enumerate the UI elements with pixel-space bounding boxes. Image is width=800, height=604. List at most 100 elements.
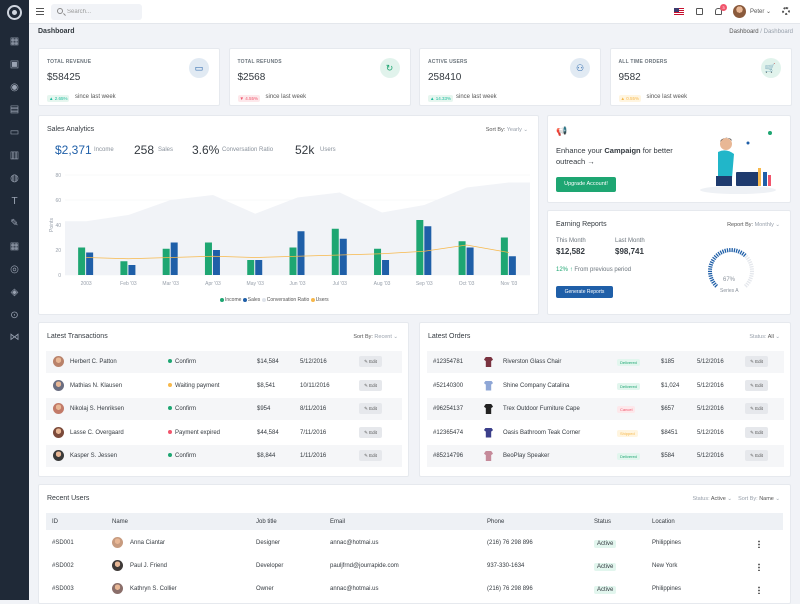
column-header[interactable]: Phone [487,519,504,525]
bar-sales[interactable] [467,248,474,276]
product-name[interactable]: Riverston Glass Chair [503,359,561,365]
status-dropdown[interactable]: Status: Active ⌄ [692,496,731,502]
search-input[interactable] [67,6,137,18]
bar-income[interactable] [374,249,381,275]
stack-icon[interactable]: ◈ [9,287,20,298]
bar-sales[interactable] [255,260,262,275]
order-id[interactable]: #85214796 [433,453,463,459]
layers-icon[interactable]: ▤ [9,104,20,115]
bar-sales[interactable] [509,256,516,275]
status-dropdown[interactable]: Status: All ⌄ [749,334,780,340]
edit-button[interactable]: ✎ Edit [359,403,382,414]
user-name[interactable]: Anna Ciantar [130,540,165,546]
file-icon[interactable]: ▭ [9,127,20,138]
x-tick-label: Sep '03 [416,281,433,287]
globe-icon[interactable]: ◍ [9,173,20,184]
menu-icon[interactable] [36,8,44,15]
apps-icon[interactable]: ▣ [9,59,20,70]
bar-sales[interactable] [382,260,389,275]
fullscreen-icon[interactable] [696,8,703,15]
edit-button[interactable]: ✎ Edit [359,450,382,461]
edit-button[interactable]: ✎ Edit [359,427,382,438]
order-id[interactable]: #96254137 [433,406,463,412]
legend-item-users[interactable]: Users [311,297,329,303]
legend-item-sales[interactable]: Sales [243,297,261,303]
more-options-icon[interactable] [758,563,760,571]
edit-button[interactable]: ✎ Edit [745,380,768,391]
map-pin-icon[interactable]: ⊙ [9,310,20,321]
legend-item-income[interactable]: Income [220,297,241,303]
order-id[interactable]: #12354781 [433,359,463,365]
column-header[interactable]: Name [112,519,128,525]
text-icon[interactable]: T [9,196,20,207]
more-options-icon[interactable] [758,540,760,548]
customer-name[interactable]: Kasper S. Jessen [70,453,117,459]
briefcase-icon[interactable]: ▥ [9,150,20,161]
bar-income[interactable] [120,261,127,275]
bar-income[interactable] [205,243,212,276]
breadcrumb-home[interactable]: Dashboard [729,29,758,35]
more-options-icon[interactable] [758,586,760,594]
email[interactable]: annac@hotmai.us [330,586,378,592]
product-name[interactable]: Trex Outdoor Furniture Cape [503,406,580,412]
generate-reports-button[interactable]: Generate Reports [556,286,613,298]
edit-button[interactable]: ✎ Edit [745,450,768,461]
edit-button[interactable]: ✎ Edit [359,380,382,391]
column-header[interactable]: Job title [256,519,277,525]
bar-income[interactable] [78,248,85,276]
user-icon[interactable]: ◉ [9,82,20,93]
edit-button[interactable]: ✎ Edit [745,356,768,367]
user-menu[interactable]: Peter ⌄ [750,8,771,15]
column-header[interactable]: Location [652,519,675,525]
column-header[interactable]: Email [330,519,345,525]
gear-icon[interactable] [782,7,790,15]
us-flag-icon[interactable] [674,8,684,15]
customer-name[interactable]: Herbert C. Patton [70,359,117,365]
user-name[interactable]: Kathryn S. Collier [130,586,177,592]
customer-name[interactable]: Lasse C. Overgaard [70,430,124,436]
report-dropdown[interactable]: Report By: Monthly ⌄ [727,222,780,228]
bar-income[interactable] [290,248,297,276]
order-id[interactable]: #12365474 [433,430,463,436]
bar-sales[interactable] [128,265,135,275]
grid-icon[interactable]: ▦ [9,36,20,47]
edit-button[interactable]: ✎ Edit [745,403,768,414]
upgrade-account-button[interactable]: Upgrade Account! [556,177,616,192]
stat-since: since last week [456,94,497,100]
product-name[interactable]: Shine Company Catalina [503,383,569,389]
bar-income[interactable] [163,249,170,275]
email[interactable]: annac@hotmai.us [330,540,378,546]
customer-name[interactable]: Nikolaj S. Henriksen [70,406,124,412]
edit-button[interactable]: ✎ Edit [359,356,382,367]
bar-sales[interactable] [171,243,178,276]
bar-income[interactable] [501,238,508,276]
chart-icon[interactable]: ◎ [9,264,20,275]
product-name[interactable]: Oasis Bathroom Teak Corner [503,430,580,436]
sort-dropdown[interactable]: Sort By: Name ⌄ [738,496,780,502]
bar-sales[interactable] [340,239,347,275]
user-avatar[interactable] [733,5,746,18]
earning-reports-card: Earning Reports Report By: Monthly ⌄ Thi… [547,210,791,315]
logo-icon[interactable] [7,5,22,20]
bar-income[interactable] [416,220,423,275]
bar-income[interactable] [247,260,254,275]
edit-button[interactable]: ✎ Edit [745,427,768,438]
share-icon[interactable]: ⋈ [9,332,20,343]
column-header[interactable]: Status [594,519,611,525]
bar-income[interactable] [332,229,339,275]
order-id[interactable]: #52140300 [433,383,463,389]
column-header[interactable]: ID [52,519,58,525]
table-icon[interactable]: ▦ [9,241,20,252]
status-value: Active [711,496,726,502]
user-name[interactable]: Paul J. Friend [130,563,167,569]
bar-sales[interactable] [298,231,305,275]
product-name[interactable]: BeoPlay Speaker [503,453,549,459]
bar-sales[interactable] [213,250,220,275]
sort-dropdown[interactable]: Sort By: Recent ⌄ [353,334,398,340]
legend-item-ratio[interactable]: Conversation Ratio [262,297,310,303]
bell-icon[interactable]: 3 [715,8,722,15]
tool-icon[interactable]: ✎ [9,218,20,229]
customer-name[interactable]: Mathias N. Klausen [70,383,122,389]
bar-sales[interactable] [86,253,93,276]
email[interactable]: pauljfrnd@jourrapide.com [330,563,399,569]
